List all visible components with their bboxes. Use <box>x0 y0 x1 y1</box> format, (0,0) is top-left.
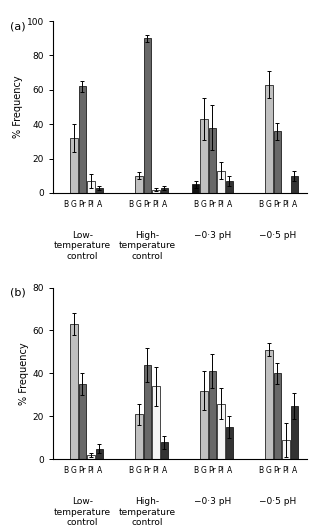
Bar <box>161 188 168 193</box>
Text: A: A <box>97 466 102 475</box>
Text: Pr: Pr <box>274 200 281 209</box>
Bar <box>144 39 151 193</box>
Text: Low-
temperature
control: Low- temperature control <box>54 231 111 261</box>
Text: B: B <box>63 200 68 209</box>
Bar <box>200 391 208 459</box>
Bar <box>87 181 95 193</box>
Bar <box>274 131 281 193</box>
Text: B: B <box>258 466 263 475</box>
Text: Pl: Pl <box>218 466 224 475</box>
Bar <box>217 403 225 459</box>
Text: High-
temperature
control: High- temperature control <box>119 231 176 261</box>
Text: Pr: Pr <box>208 466 216 475</box>
Bar <box>79 87 86 193</box>
Text: B: B <box>193 200 198 209</box>
Text: G: G <box>71 466 77 475</box>
Text: B: B <box>193 466 198 475</box>
Bar <box>290 406 298 459</box>
Bar <box>95 449 103 459</box>
Bar <box>274 373 281 459</box>
Text: (b): (b) <box>10 288 26 297</box>
Text: A: A <box>227 200 232 209</box>
Text: G: G <box>201 466 207 475</box>
Bar <box>209 371 216 459</box>
Bar <box>144 365 151 459</box>
Text: Pr: Pr <box>144 466 151 475</box>
Text: Pl: Pl <box>152 200 159 209</box>
Bar <box>70 138 78 193</box>
Text: High-
temperature
control: High- temperature control <box>119 497 176 527</box>
Bar <box>226 427 233 459</box>
Text: G: G <box>71 200 77 209</box>
Bar <box>265 84 273 193</box>
Bar <box>135 176 143 193</box>
Text: (a): (a) <box>10 21 26 31</box>
Bar <box>209 128 216 193</box>
Text: G: G <box>201 200 207 209</box>
Text: A: A <box>162 466 167 475</box>
Text: −0·5 pH: −0·5 pH <box>259 497 296 506</box>
Text: B: B <box>258 200 263 209</box>
Text: B: B <box>128 200 133 209</box>
Bar <box>282 440 290 459</box>
Text: A: A <box>292 466 297 475</box>
Text: Pr: Pr <box>144 200 151 209</box>
Text: Pr: Pr <box>208 200 216 209</box>
Text: A: A <box>97 200 102 209</box>
Text: Pl: Pl <box>87 466 94 475</box>
Bar <box>200 119 208 193</box>
Text: Pr: Pr <box>274 466 281 475</box>
Text: B: B <box>63 466 68 475</box>
Text: B: B <box>128 466 133 475</box>
Bar <box>265 350 273 459</box>
Bar <box>152 386 160 459</box>
Text: A: A <box>292 200 297 209</box>
Bar <box>152 190 160 193</box>
Bar <box>226 181 233 193</box>
Text: Pl: Pl <box>283 466 290 475</box>
Text: G: G <box>136 466 142 475</box>
Bar <box>161 442 168 459</box>
Bar <box>192 184 199 193</box>
Bar <box>87 455 95 459</box>
Bar <box>95 188 103 193</box>
Text: Pl: Pl <box>152 466 159 475</box>
Text: Pr: Pr <box>79 200 86 209</box>
Bar <box>79 384 86 459</box>
Text: Pl: Pl <box>87 200 94 209</box>
Bar <box>70 324 78 459</box>
Text: G: G <box>266 466 272 475</box>
Text: A: A <box>227 466 232 475</box>
Text: A: A <box>162 200 167 209</box>
Text: −0·3 pH: −0·3 pH <box>194 497 231 506</box>
Text: Pr: Pr <box>79 466 86 475</box>
Text: −0·3 pH: −0·3 pH <box>194 231 231 240</box>
Y-axis label: % Frequency: % Frequency <box>13 76 23 138</box>
Text: Pl: Pl <box>283 200 290 209</box>
Bar <box>217 171 225 193</box>
Bar <box>135 414 143 459</box>
Text: −0·5 pH: −0·5 pH <box>259 231 296 240</box>
Text: Pl: Pl <box>218 200 224 209</box>
Text: Low-
temperature
control: Low- temperature control <box>54 497 111 527</box>
Text: G: G <box>266 200 272 209</box>
Bar <box>290 176 298 193</box>
Y-axis label: % Frequency: % Frequency <box>18 342 28 405</box>
Text: G: G <box>136 200 142 209</box>
